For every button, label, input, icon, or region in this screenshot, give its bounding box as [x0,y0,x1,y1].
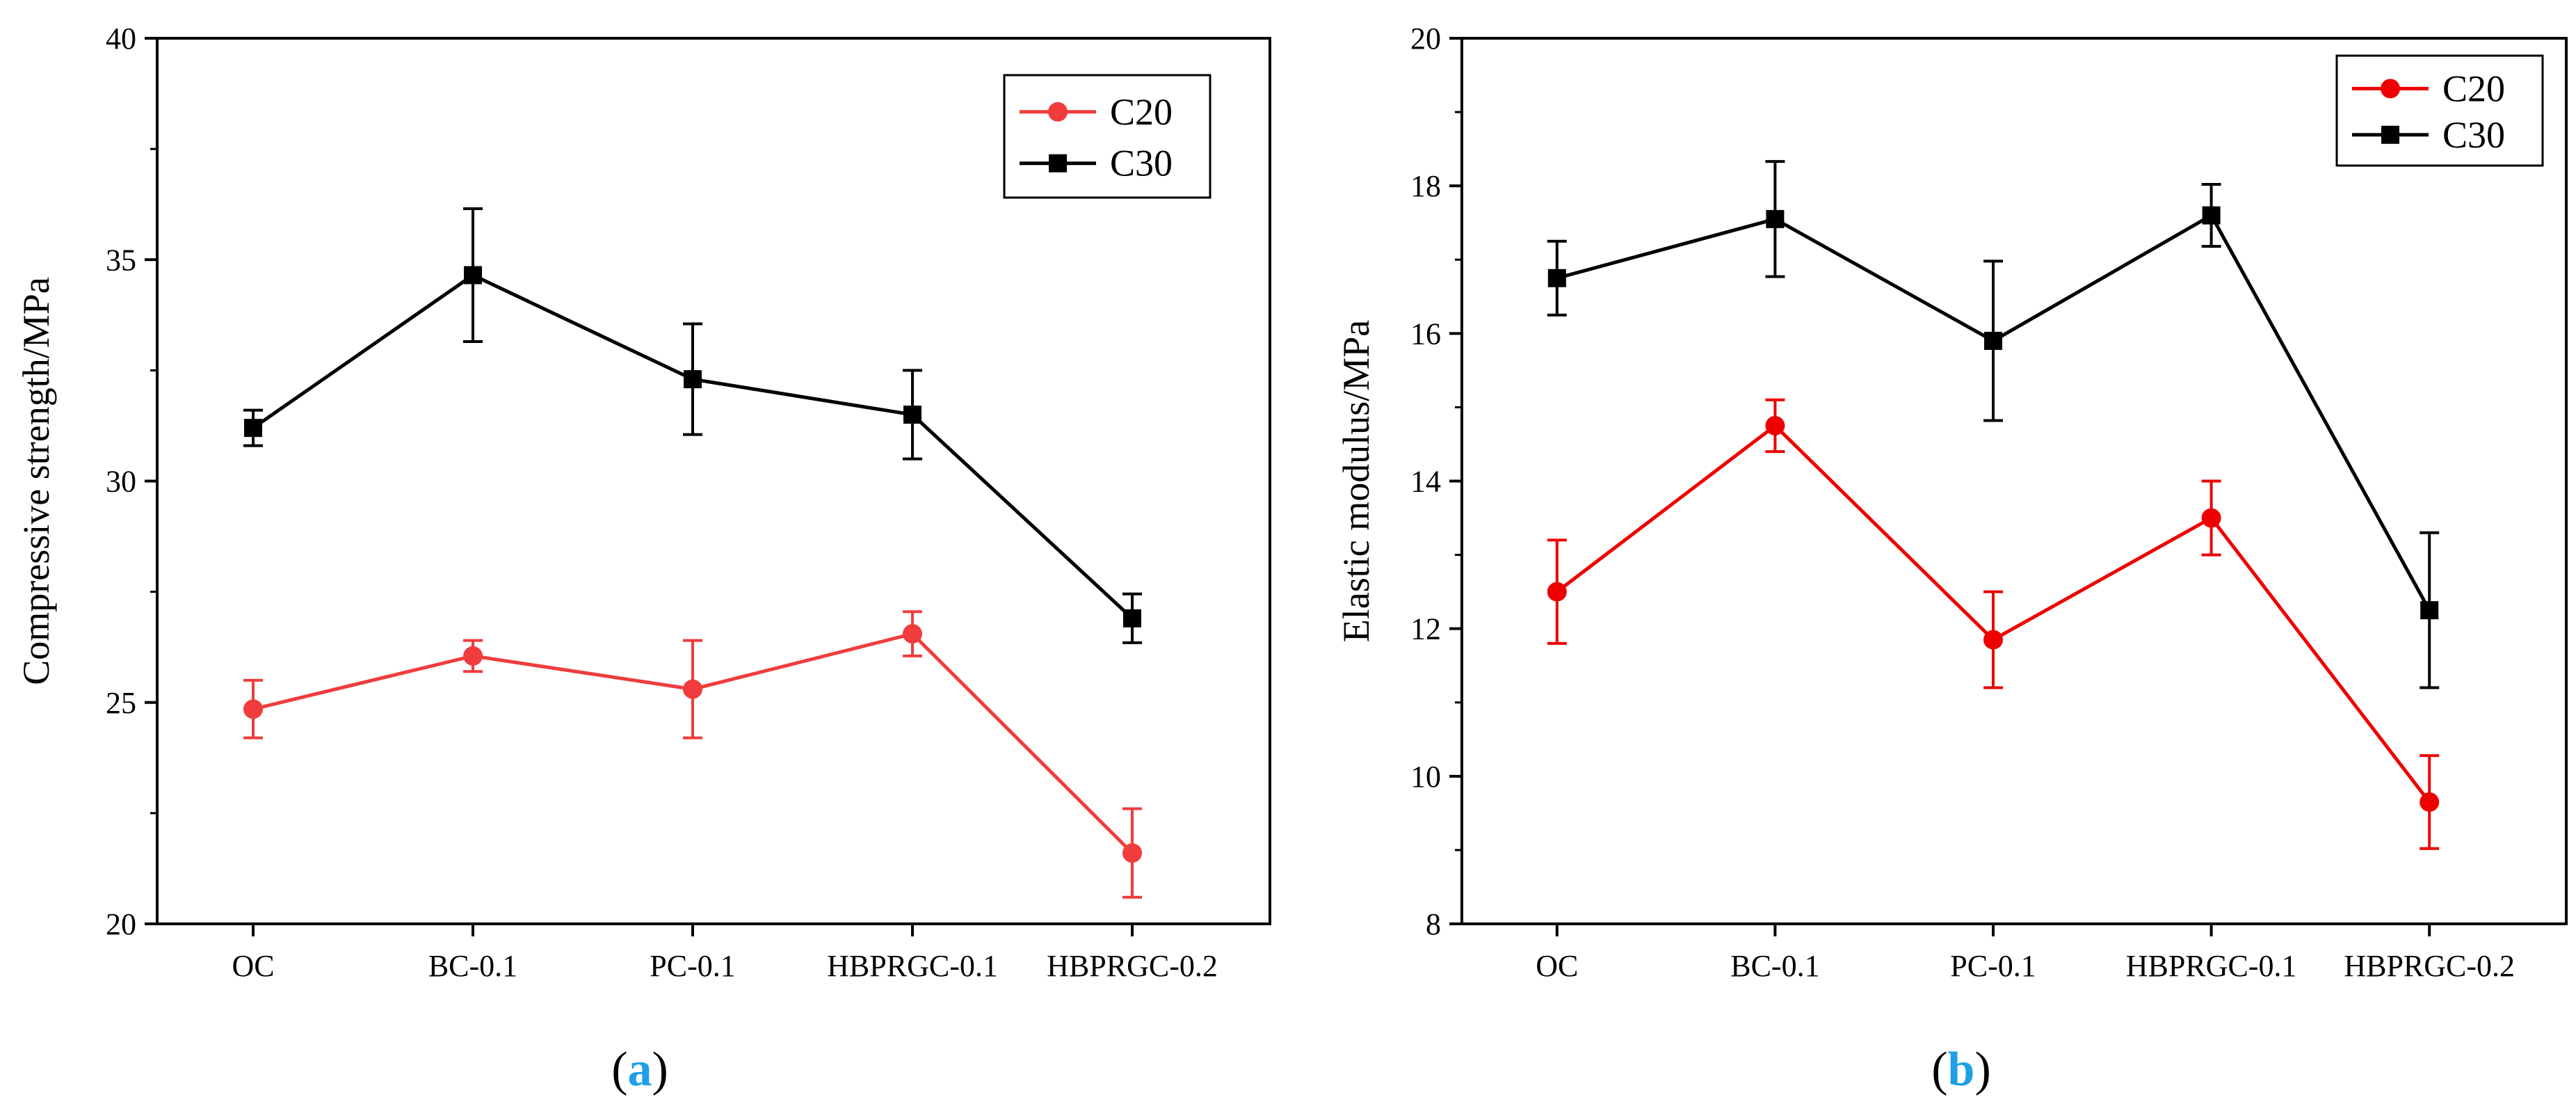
legend-label: C30 [1110,143,1173,184]
y-axis-title: Elastic modulus/MPa [1335,320,1377,643]
x-tick-label: PC-0.1 [650,949,735,983]
y-tick-label: 8 [1426,907,1441,941]
y-tick-label: 25 [106,686,136,720]
x-tick-label: BC-0.1 [1730,949,1819,983]
legend-marker [2381,79,2400,99]
y-tick-label: 30 [106,465,136,499]
panel-b: 8 10 12 14 16 18 20 OC BC-0.1 PC-0.1 HBPRGC-0.1 HBP… [1335,22,2568,1096]
data-point-c30 [1984,331,2002,350]
panel-label: (b) [1931,1043,1991,1096]
y-tick-label: 12 [1410,612,1441,646]
legend-box [1003,74,1211,199]
legend-label: C30 [2442,114,2505,156]
data-point-c30 [464,266,482,285]
data-point-c30 [903,406,921,424]
data-point-c20 [1983,630,2003,650]
y-tick-label: 14 [1410,465,1441,499]
y-tick-label: 20 [106,907,136,941]
y-tick-label: 16 [1410,317,1441,351]
data-point-c20 [243,699,263,719]
data-point-c20 [463,646,483,666]
data-point-c30 [1547,269,1566,287]
y-tick-label: 10 [1410,760,1441,794]
data-point-c20 [1765,415,1785,435]
panel-label: (a) [611,1043,668,1096]
data-point-c30 [244,419,262,438]
data-point-c30 [684,370,702,389]
legend-marker [2381,125,2399,144]
data-point-c30 [2420,601,2439,620]
data-point-c20 [2201,508,2221,528]
x-tick-label: HBPRGC-0.1 [827,949,998,983]
x-tick-label: OC [1536,949,1578,983]
x-tick-label: HBPRGC-0.2 [1047,949,1218,983]
legend-marker [1048,102,1068,122]
data-point-c20 [1547,582,1567,602]
data-point-c30 [1123,609,1141,628]
legend-label: C20 [2442,67,2505,109]
data-point-c20 [903,624,922,644]
data-point-c30 [2202,206,2221,225]
panel-a: 20 25 30 35 40 OC BC-0.1 PC-0.1 HBPRGC-0.1 HBPRGC… [15,22,1271,1096]
legend-label: C20 [1110,91,1173,133]
plot-frame [1460,37,2568,925]
y-tick-label: 35 [106,243,136,277]
data-point-c30 [1766,209,1785,228]
x-tick-label: PC-0.1 [1950,949,2036,983]
legend-marker [1049,154,1067,173]
data-point-c20 [2420,792,2440,812]
data-point-c20 [683,679,702,699]
y-tick-label: 18 [1410,169,1441,203]
x-tick-label: HBPRGC-0.2 [2344,949,2515,983]
y-axis-title: Compressive strength/MPa [15,277,57,685]
data-point-c20 [1122,843,1142,863]
x-tick-label: HBPRGC-0.1 [2126,949,2297,983]
x-tick-label: BC-0.1 [428,949,517,983]
x-tick-label: OC [232,949,274,983]
y-tick-label: 20 [1410,22,1441,56]
legend-box [2335,54,2544,167]
y-tick-label: 40 [106,22,136,56]
